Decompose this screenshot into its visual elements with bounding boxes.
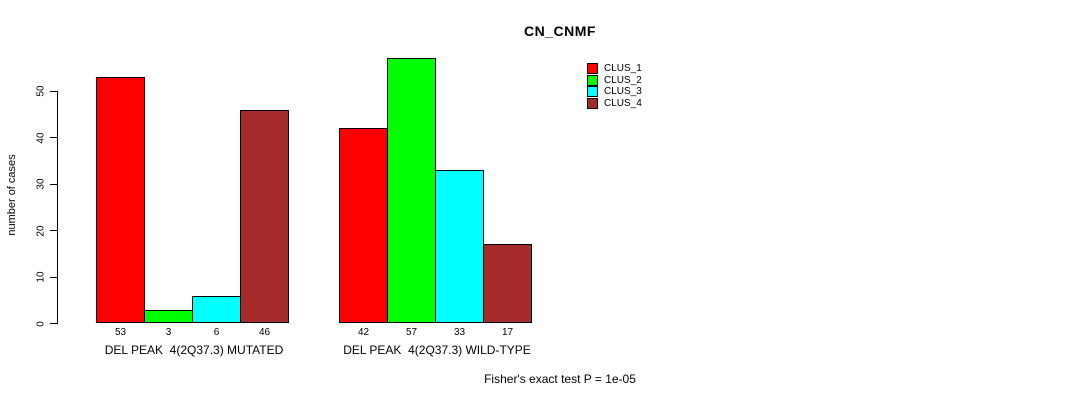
- y-tick-mark-50: [50, 90, 57, 92]
- bar-clus_1-group1: [96, 77, 145, 324]
- y-tick-label-20: 20: [35, 224, 47, 237]
- bar-clus_1-group2: [339, 128, 388, 324]
- bar-value-label-clus_2-group2: 57: [405, 327, 418, 338]
- group-label-mutated: DEL PEAK 4(2Q37.3) MUTATED: [104, 343, 284, 357]
- y-tick-label-40: 40: [35, 131, 47, 144]
- bar-value-label-clus_3-group1: 6: [213, 327, 220, 338]
- bar-clus_2-group2: [387, 58, 436, 324]
- legend-label-clus_3: CLUS_3: [604, 86, 642, 98]
- bar-clus_2-group1: [144, 309, 193, 324]
- legend-label-clus_2: CLUS_2: [604, 74, 642, 86]
- y-tick-mark-40: [50, 137, 57, 138]
- bar-value-label-clus_3-group2: 33: [453, 327, 466, 338]
- fisher-test-caption: Fisher's exact test P = 1e-05: [484, 372, 636, 386]
- legend-swatch-clus_3: [587, 86, 598, 98]
- legend-swatch-clus_2: [587, 74, 598, 86]
- bar-value-label-clus_4-group1: 46: [258, 327, 271, 338]
- y-tick-label-0: 0: [35, 320, 47, 327]
- group-label-wildtype: DEL PEAK 4(2Q37.3) WILD-TYPE: [343, 343, 531, 357]
- y-tick-mark-20: [50, 230, 57, 231]
- legend-swatch-clus_1: [587, 63, 598, 74]
- bar-value-label-clus_2-group1: 3: [165, 327, 172, 338]
- y-tick-label-10: 10: [35, 271, 47, 283]
- y-tick-label-50: 50: [35, 85, 47, 97]
- bar-value-label-clus_1-group2: 42: [357, 327, 370, 338]
- bar-value-label-clus_1-group1: 53: [114, 327, 127, 338]
- y-axis-line: [57, 91, 58, 324]
- bar-clus_3-group1: [192, 295, 241, 324]
- bar-clus_4-group2: [483, 244, 532, 324]
- y-tick-label-30: 30: [35, 178, 47, 190]
- y-tick-mark-30: [50, 183, 57, 185]
- legend-label-clus_1: CLUS_1: [604, 63, 642, 74]
- y-tick-mark-0: [50, 323, 57, 324]
- chart-title: CN_CNMF: [524, 23, 596, 39]
- bar-clus_3-group2: [435, 170, 484, 324]
- bar-clus_4-group1: [240, 109, 289, 324]
- y-tick-mark-10: [50, 276, 57, 278]
- legend-swatch-clus_4: [587, 98, 598, 110]
- y-axis-label: number of cases: [6, 154, 18, 236]
- bar-value-label-clus_4-group2: 17: [501, 327, 514, 338]
- legend-label-clus_4: CLUS_4: [604, 98, 642, 110]
